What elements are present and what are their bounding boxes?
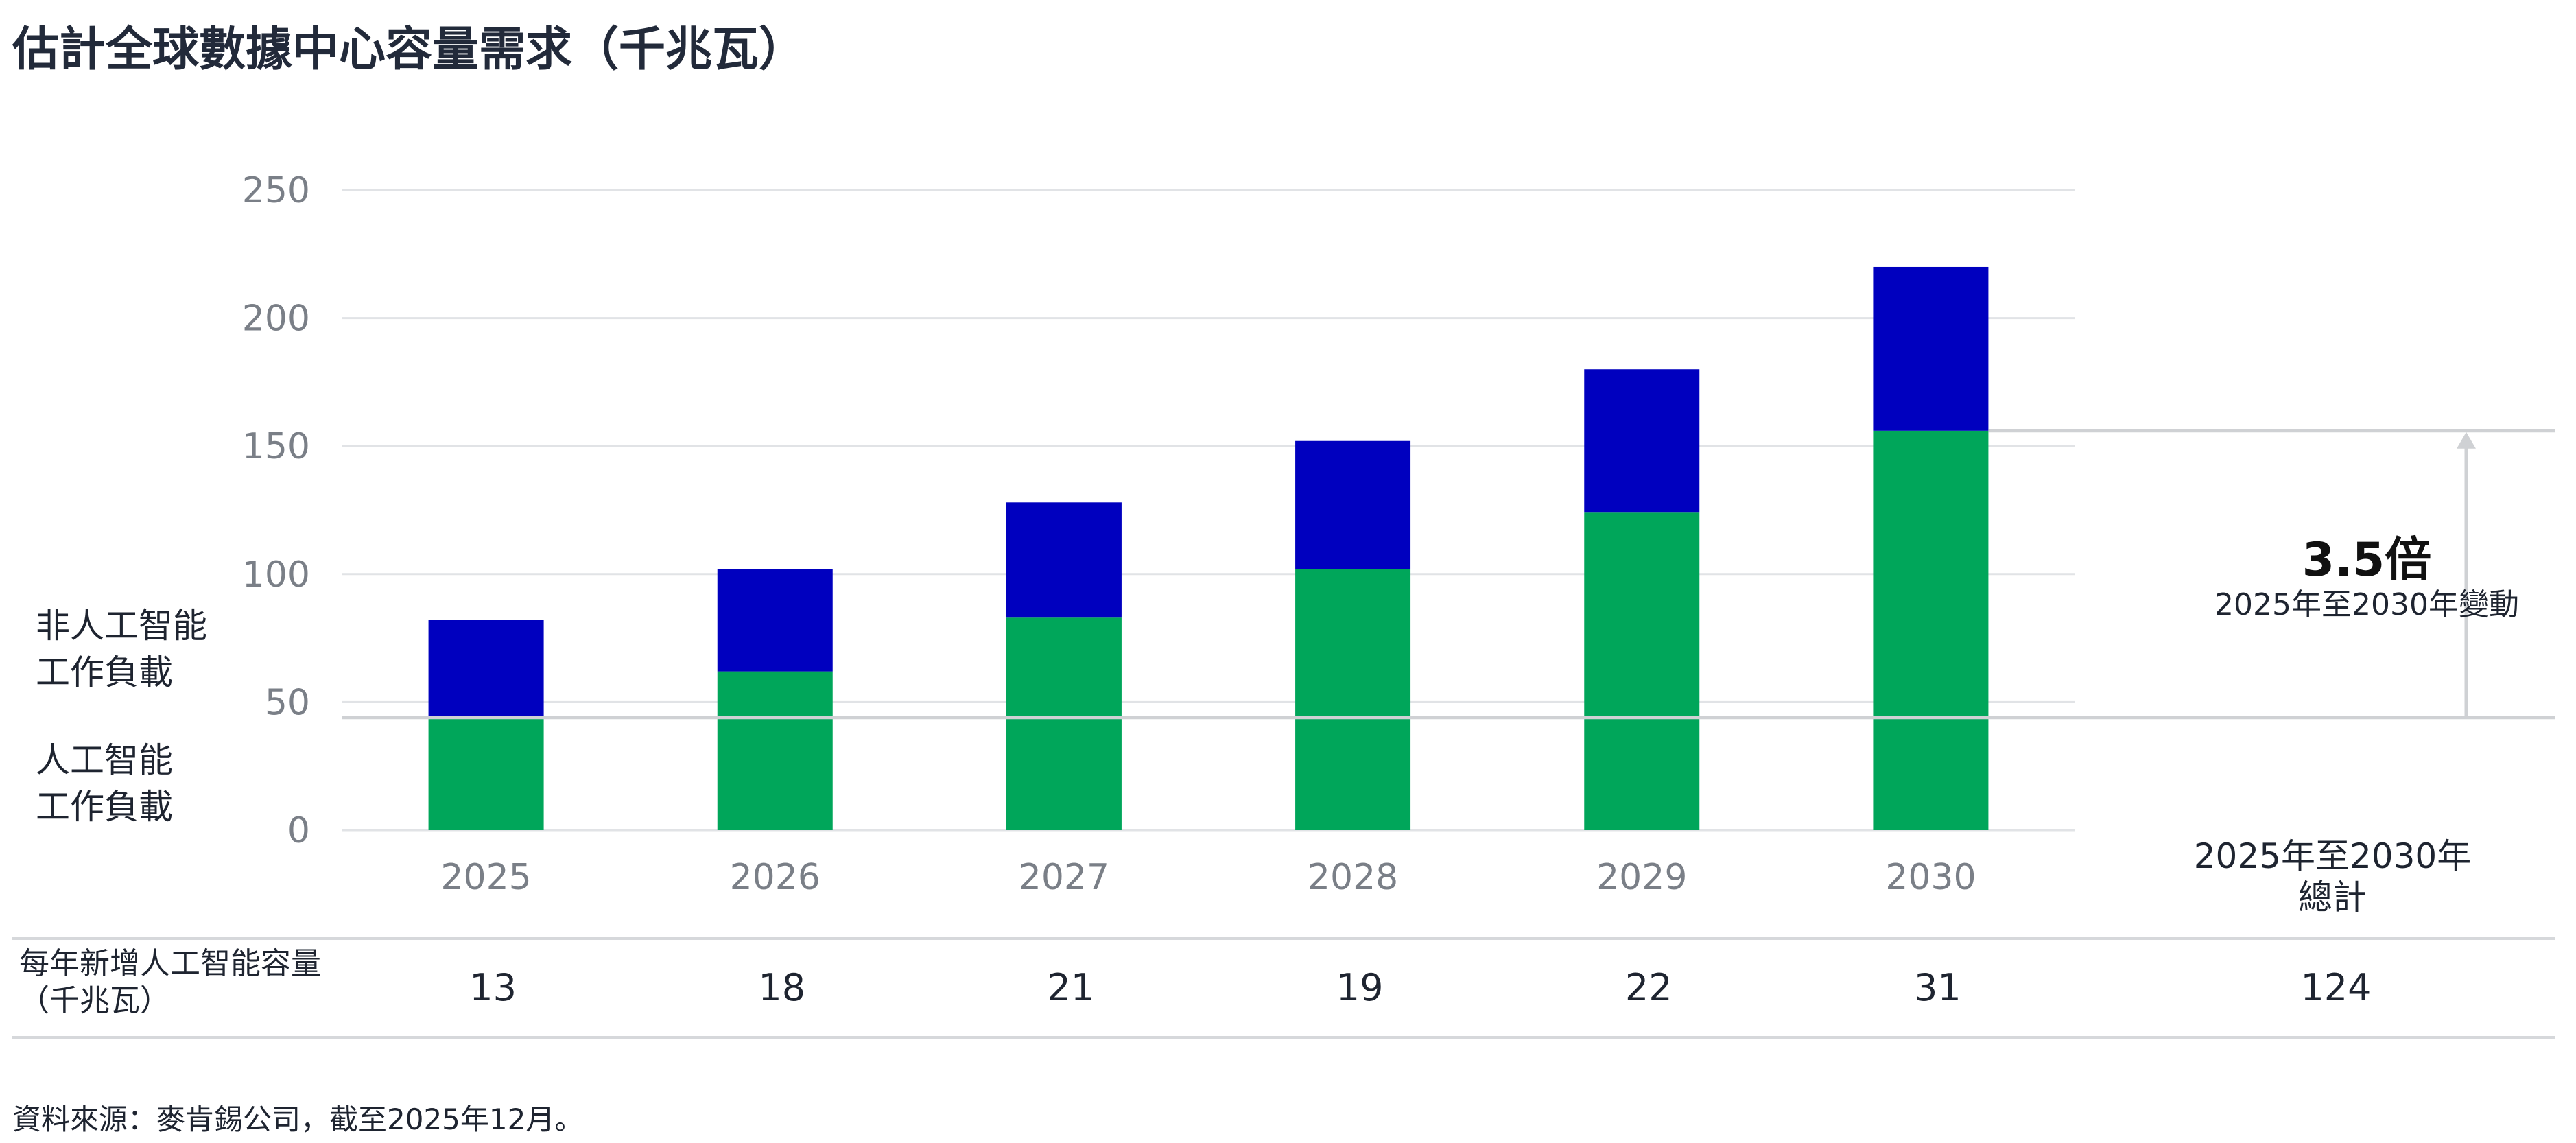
x-tick-label: 2030: [1885, 857, 1976, 898]
growth-multiple-caption: 2025年至2030年變動: [2214, 587, 2519, 622]
legend-non-ai-label: 非人工智能 工作負載: [36, 606, 207, 692]
growth-multiple: 3.5倍: [2302, 533, 2432, 587]
chart-title: 估計全球數據中心容量需求（千兆瓦）: [12, 23, 806, 77]
y-tick-label: 100: [242, 554, 310, 596]
total-column-header: 2025年至2030年 總計: [2193, 836, 2472, 917]
bar-non-ai-2027: [1006, 502, 1122, 618]
bar-ai-2026: [717, 671, 833, 830]
annual-ai-capacity-total: 124: [2300, 966, 2371, 1009]
legend-ai-label: 人工智能 工作負載: [36, 740, 173, 827]
y-tick-label: 200: [242, 298, 310, 340]
x-tick-label: 2029: [1596, 857, 1687, 898]
x-tick-label: 2028: [1308, 857, 1398, 898]
x-tick-label: 2027: [1019, 857, 1109, 898]
bar-non-ai-2030: [1873, 266, 1989, 431]
annual-ai-capacity-2027: 21: [1048, 966, 1095, 1009]
y-tick-label: 0: [287, 810, 310, 851]
annual-ai-capacity-2026: 18: [758, 966, 805, 1009]
annual-ai-capacity-row-label: 每年新增人工智能容量 （千兆瓦）: [19, 946, 321, 1018]
bar-ai-2027: [1006, 617, 1122, 830]
y-tick-label: 250: [242, 170, 310, 211]
bar-ai-2025: [428, 717, 544, 830]
bar-ai-2028: [1295, 569, 1411, 830]
bar-non-ai-2025: [428, 620, 544, 718]
annual-ai-capacity-2030: 31: [1914, 966, 1961, 1009]
growth-arrow-head: [2457, 432, 2476, 449]
annual-ai-capacity-2029: 22: [1625, 966, 1673, 1009]
annual-ai-capacity-2025: 13: [469, 966, 517, 1009]
bar-ai-2030: [1873, 430, 1989, 830]
bar-non-ai-2029: [1584, 369, 1700, 513]
bar-non-ai-2028: [1295, 440, 1411, 569]
x-tick-label: 2026: [730, 857, 820, 898]
bar-ai-2029: [1584, 512, 1700, 830]
y-tick-label: 150: [242, 426, 310, 467]
bar-non-ai-2026: [717, 569, 833, 672]
annual-ai-capacity-2028: 19: [1336, 966, 1384, 1009]
source-note: 資料來源：麥肯錫公司，截至2025年12月。: [12, 1103, 584, 1136]
x-tick-label: 2025: [440, 857, 531, 898]
y-tick-label: 50: [265, 682, 310, 723]
